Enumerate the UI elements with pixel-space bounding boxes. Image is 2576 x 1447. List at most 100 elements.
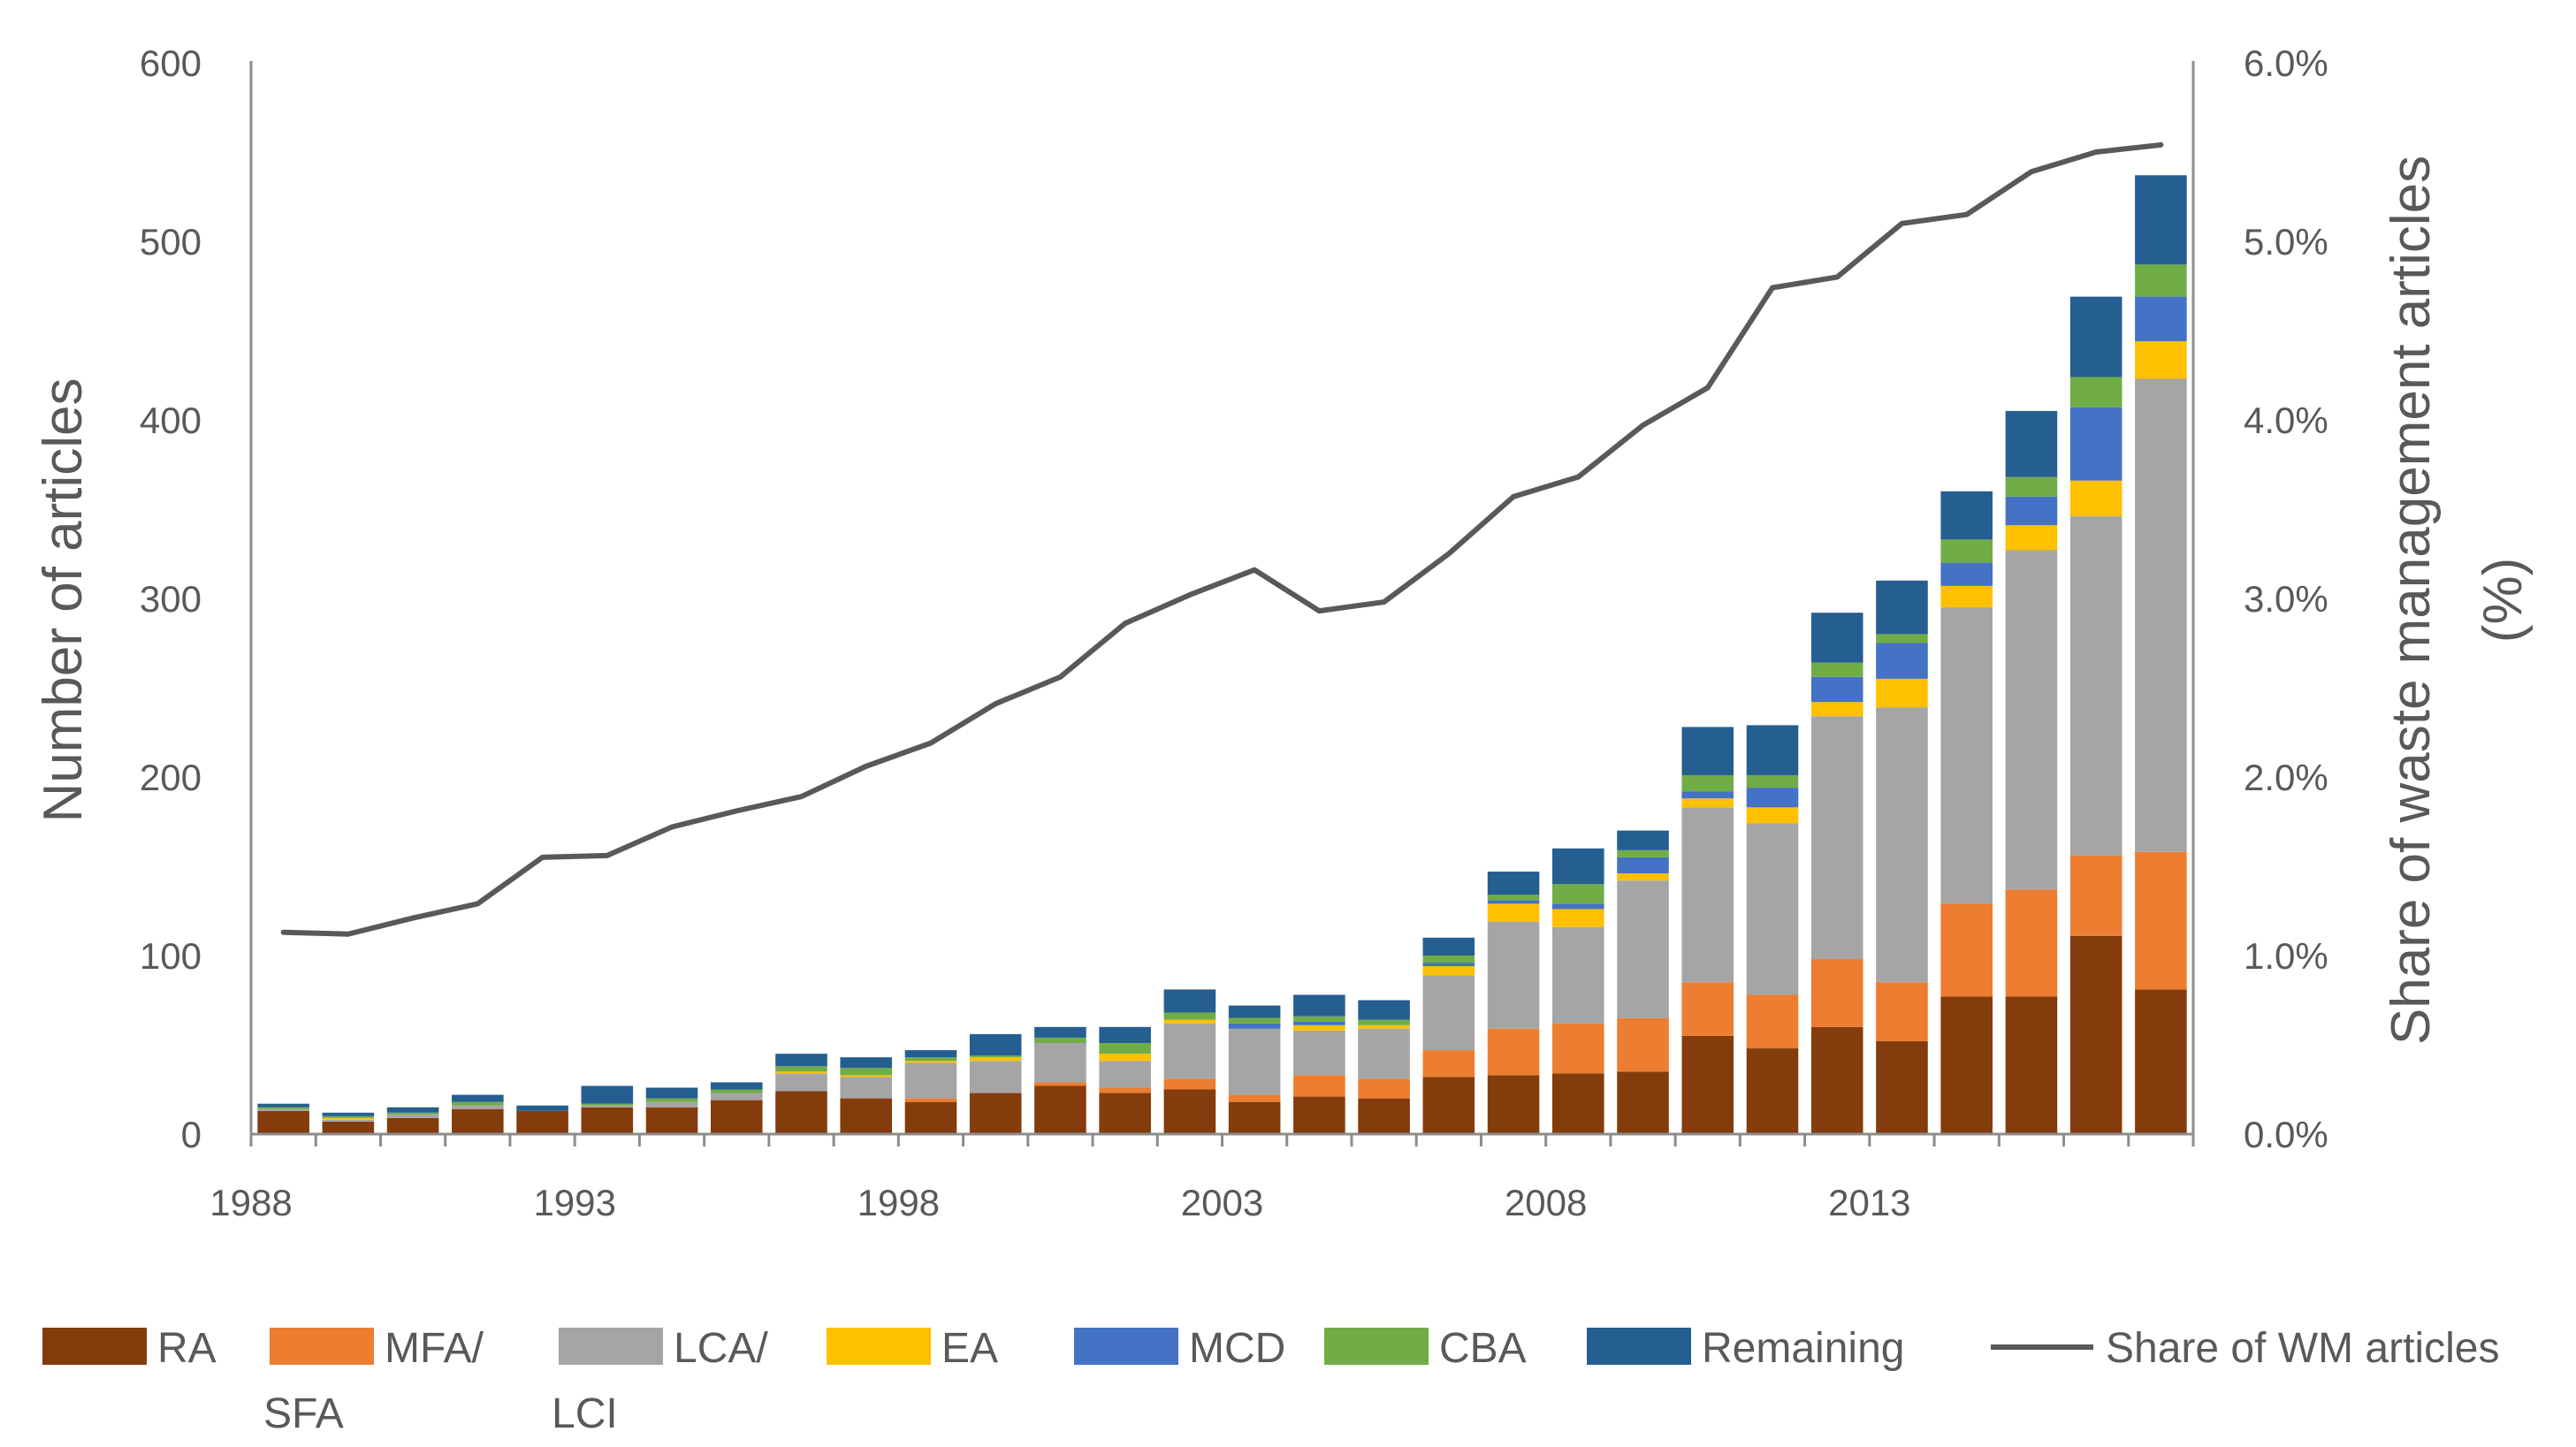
y-tick-label-200: 200 (140, 757, 202, 798)
bar-remaining-1997 (840, 1057, 893, 1069)
y2-tick-label-3-0: 3.0% (2244, 578, 2328, 620)
bar-mfa-sfa-2003 (1228, 1094, 1281, 1102)
legend-label-ra: RA (157, 1325, 217, 1372)
y2-axis-title-line2: (%) (2473, 558, 2534, 643)
bar-ea-1997 (840, 1075, 893, 1078)
bar-mfa-sfa-2013 (1876, 982, 1928, 1041)
bar-remaining-2015 (2005, 410, 2058, 477)
bar-ra-2014 (1940, 996, 1993, 1134)
bar-remaining-1996 (775, 1054, 827, 1067)
bar-mcd-2017 (2135, 296, 2187, 342)
bar-lca-lci-2011 (1746, 823, 1799, 995)
bar-ea-2008 (1551, 909, 1604, 927)
bar-ra-2001 (1099, 1093, 1151, 1134)
y-tick-label-100: 100 (140, 935, 202, 977)
bar-mcd-2008 (1551, 903, 1604, 910)
bar-cba-2002 (1163, 1012, 1216, 1020)
bar-remaining-2008 (1551, 848, 1604, 885)
bar-lca-lci-2009 (1617, 880, 1669, 1018)
bar-cba-1989 (322, 1116, 375, 1118)
x-tick-label-1988: 1988 (210, 1182, 292, 1223)
y-tick-label-300: 300 (140, 578, 202, 620)
bar-remaining-2016 (2069, 296, 2123, 377)
bar-ra-2006 (1422, 1077, 1475, 1134)
legend: RA MFA/SFA LCA/LCI EA MCD CBA Remaining Share o… (42, 1325, 2499, 1437)
bar-ra-1995 (710, 1100, 763, 1134)
bar-lca-lci-1988 (257, 1108, 309, 1111)
bar-remaining-2003 (1228, 1005, 1281, 1018)
bar-ra-1988 (257, 1110, 309, 1134)
bar-mcd-2015 (2005, 496, 2058, 526)
bar-remaining-2005 (1358, 1000, 1410, 1020)
bar-remaining-2006 (1422, 937, 1475, 956)
bar-ra-2015 (2005, 996, 2058, 1134)
bar-cba-1997 (840, 1068, 893, 1076)
bar-ea-1998 (904, 1061, 957, 1063)
bar-remaining-1991 (452, 1094, 504, 1102)
bar-ra-1991 (452, 1108, 504, 1134)
bar-remaining-1988 (257, 1103, 309, 1108)
bar-cba-2006 (1422, 956, 1475, 963)
bar-cba-2010 (1681, 774, 1734, 792)
bar-lca-lci-2012 (1810, 716, 1863, 960)
y2-tick-label-4-0: 4.0% (2244, 400, 2328, 441)
bar-ea-2004 (1293, 1024, 1345, 1031)
bar-mfa-sfa-2017 (2135, 851, 2187, 990)
bar-mfa-sfa-2015 (2005, 889, 2058, 997)
bar-ea-2009 (1617, 873, 1669, 881)
bar-ra-2010 (1681, 1035, 1734, 1134)
bar-ra-2003 (1228, 1101, 1281, 1134)
bar-mcd-2013 (1876, 643, 1928, 679)
bar-lca-lci-1995 (710, 1093, 763, 1100)
bar-cba-2007 (1487, 895, 1540, 901)
bar-remaining-2007 (1487, 872, 1540, 895)
bar-remaining-2017 (2135, 175, 2187, 265)
bar-lca-lci-2003 (1228, 1028, 1281, 1095)
bar-lca-lci-1994 (645, 1101, 698, 1108)
bar-cba-1991 (452, 1101, 504, 1106)
bar-lca-lci-1993 (581, 1105, 634, 1108)
y2-tick-label-6-0: 6.0% (2244, 42, 2328, 84)
bar-cba-2008 (1551, 884, 1604, 904)
bar-ra-2016 (2069, 935, 2123, 1134)
bar-lca-lci-2000 (1034, 1042, 1086, 1083)
x-tick-label-2008: 2008 (1505, 1182, 1587, 1223)
bar-remaining-2013 (1876, 580, 1928, 635)
y-tick-label-400: 400 (140, 400, 202, 441)
legend-label-mfa-sfa: MFA/ (385, 1325, 484, 1372)
bar-ra-2011 (1746, 1048, 1799, 1134)
bar-remaining-1989 (322, 1112, 375, 1116)
bar-remaining-2001 (1099, 1026, 1151, 1043)
bar-mfa-sfa-2011 (1746, 994, 1799, 1049)
bar-mfa-sfa-2008 (1551, 1023, 1604, 1074)
legend-swatch-lca-lci (559, 1328, 663, 1365)
bar-cba-2014 (1940, 539, 1993, 563)
bar-mcd-2014 (1940, 562, 1993, 586)
legend-swatch-mfa-sfa (270, 1328, 374, 1365)
bar-lca-lci-1990 (386, 1114, 439, 1118)
bar-ra-2009 (1617, 1071, 1669, 1134)
bar-remaining-2009 (1617, 830, 1669, 850)
bar-ra-1992 (516, 1110, 568, 1134)
bar-mcd-2010 (1681, 791, 1734, 799)
bar-cba-2001 (1099, 1042, 1151, 1055)
x-tick-label-2003: 2003 (1181, 1182, 1263, 1223)
bar-lca-lci-2013 (1876, 707, 1928, 983)
bar-remaining-2012 (1810, 613, 1863, 663)
bar-ea-2012 (1810, 702, 1863, 717)
bar-mfa-sfa-2002 (1163, 1078, 1216, 1090)
bar-mcd-2003 (1228, 1023, 1281, 1029)
bar-lca-lci-2014 (1940, 607, 1993, 904)
bar-remaining-1999 (969, 1033, 1022, 1056)
bar-ea-1999 (969, 1057, 1022, 1062)
share-line-layer (280, 141, 2164, 937)
legend-swatch-ra (42, 1328, 147, 1365)
legend-swatch-remaining (1587, 1328, 1691, 1365)
bar-cba-1994 (645, 1098, 698, 1102)
bar-ra-2004 (1293, 1096, 1345, 1134)
bar-remaining-1990 (386, 1107, 439, 1113)
bar-remaining-2010 (1681, 727, 1734, 775)
bar-ea-2015 (2005, 525, 2058, 551)
legend-label-cba: CBA (1439, 1325, 1527, 1372)
